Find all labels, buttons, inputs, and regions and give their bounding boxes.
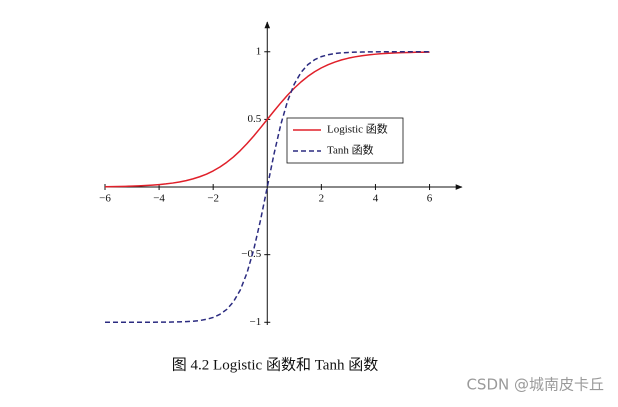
y-tick-label: 1 [256,45,262,57]
legend-box [286,117,404,164]
y-tick-label: 0.5 [248,113,262,125]
x-tick-label: −4 [153,193,165,205]
y-tick-label: −0.5 [241,248,261,260]
series-line [104,51,430,188]
x-tick-label: −2 [207,193,219,205]
legend-label: Tanh 函数 [327,144,374,157]
x-tick-label: 4 [373,193,379,205]
legend-label: Logistic 函数 [327,123,388,136]
watermark: CSDN @城南皮卡丘 [466,376,604,394]
x-tick-label: 6 [427,193,433,205]
x-tick-label: 2 [319,193,325,205]
y-tick-label: −1 [250,316,262,328]
x-tick-label: −6 [99,193,111,205]
caption: 图 4.2 Logistic 函数和 Tanh 函数 [172,356,378,373]
